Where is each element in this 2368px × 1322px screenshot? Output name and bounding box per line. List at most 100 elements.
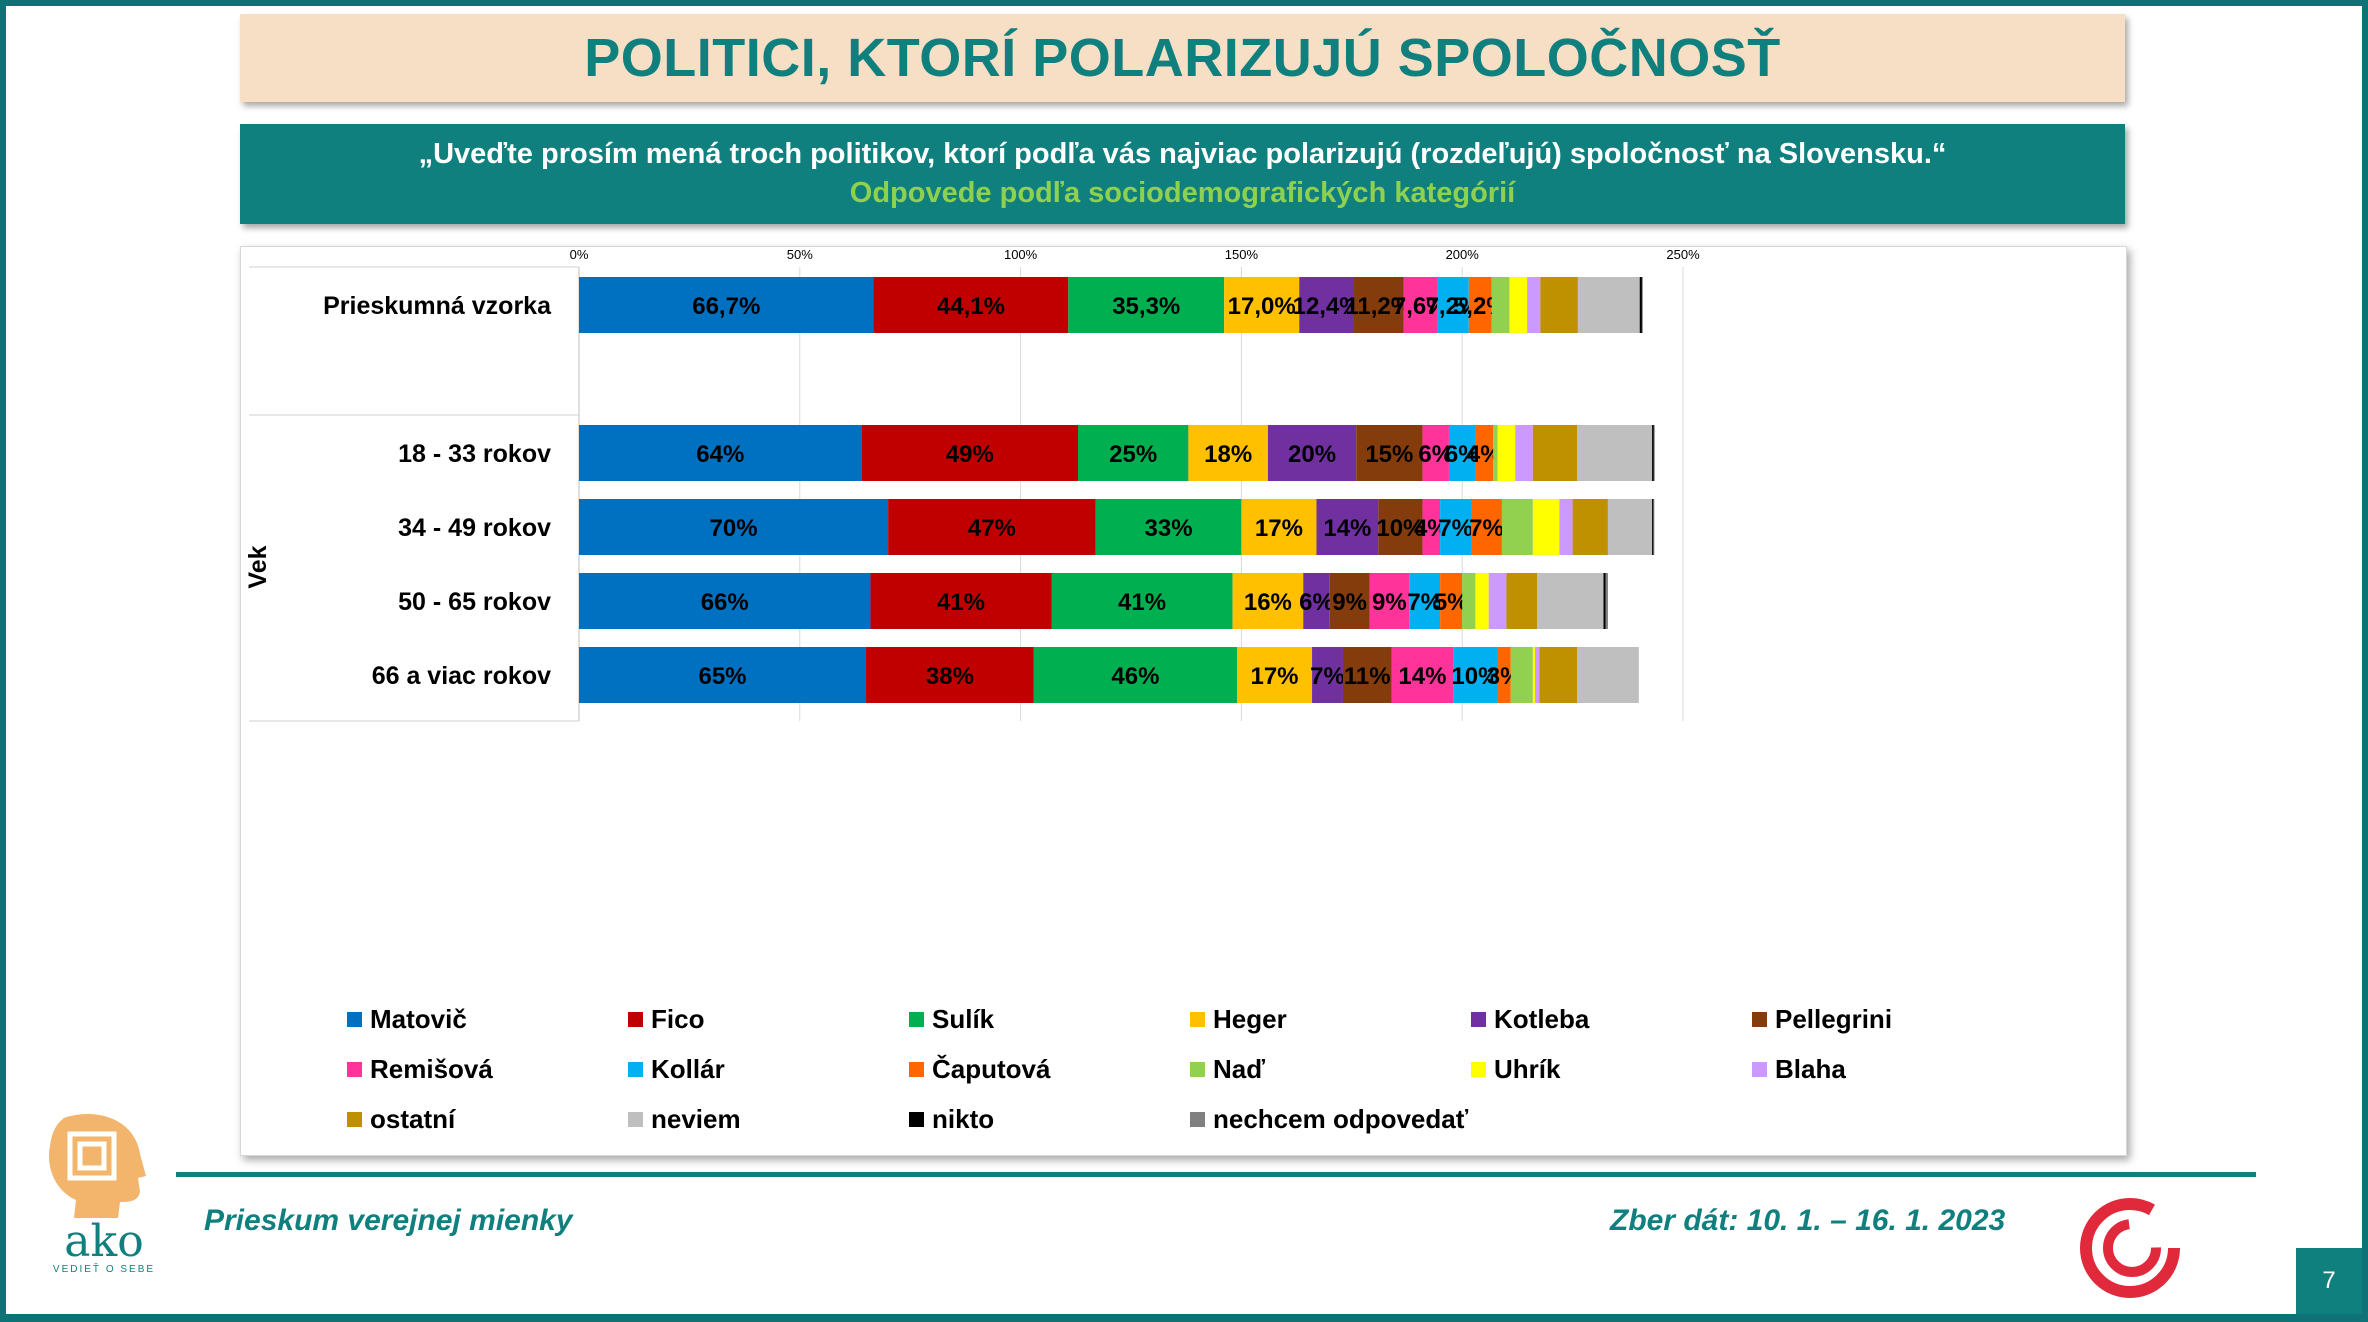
legend-swatch — [1471, 1061, 1486, 1077]
bar-segment — [1653, 499, 1655, 555]
bar-segment — [1068, 277, 1225, 333]
bar-segment — [1577, 277, 1640, 333]
legend-label: Kotleba — [1494, 1003, 1590, 1034]
data-label: 47% — [968, 515, 1016, 542]
bar-segment — [1497, 647, 1511, 703]
slide-frame-left — [0, 0, 6, 1322]
data-label: 10% — [1376, 515, 1424, 542]
data-label: 6% — [1418, 441, 1453, 468]
bar-segment — [1303, 573, 1330, 629]
bar-segment — [1535, 647, 1540, 703]
legend-swatch — [347, 1061, 362, 1077]
bar-segment — [1603, 573, 1606, 629]
data-label: 7% — [1438, 515, 1473, 542]
data-label: 17,0% — [1228, 293, 1296, 320]
data-label: 25% — [1109, 441, 1157, 468]
legend-swatch — [909, 1061, 924, 1077]
legend-label: Sulík — [932, 1003, 995, 1034]
legend-label: Čaputová — [932, 1053, 1051, 1084]
bar-segment — [1078, 425, 1189, 481]
data-label: 41% — [937, 589, 985, 616]
legend-swatch — [1190, 1111, 1205, 1127]
data-label: 41% — [1118, 589, 1166, 616]
legend-label: nikto — [932, 1103, 995, 1134]
head-profile-icon: ako — [49, 1114, 146, 1267]
slide-frame-top — [0, 0, 2368, 6]
legend-item: Matovič — [347, 999, 467, 1039]
bar-segment — [888, 499, 1096, 555]
data-label: 16% — [1244, 589, 1292, 616]
legend-item: Uhrík — [1471, 1049, 1560, 1089]
data-label: 6% — [1445, 441, 1480, 468]
bar-segment — [1356, 425, 1423, 481]
data-label: 14% — [1323, 515, 1371, 542]
data-label: 11,2% — [1345, 293, 1412, 320]
page-number: 7 — [2296, 1248, 2362, 1314]
bar-segment — [1509, 277, 1528, 333]
question-banner: „Uveďte prosím mená troch politikov, kto… — [240, 124, 2125, 224]
data-label: 18% — [1204, 441, 1252, 468]
legend-item: Sulík — [909, 999, 994, 1039]
legend-label: Uhrík — [1494, 1053, 1561, 1084]
bar-segment — [1354, 277, 1404, 333]
bar-segment — [1501, 499, 1533, 555]
category-label: 50 - 65 rokov — [398, 588, 551, 616]
bar-segment — [1299, 277, 1355, 333]
legend-item: Remišová — [347, 1049, 493, 1089]
data-label: 14% — [1398, 663, 1446, 690]
bar-segment — [1515, 425, 1533, 481]
legend-item: Naď — [1190, 1049, 1265, 1089]
bar-segment — [1641, 277, 1643, 333]
bar-segment — [1653, 425, 1655, 481]
bar-segment — [1462, 573, 1476, 629]
bar-segment — [1572, 499, 1608, 555]
legend-swatch — [1190, 1061, 1205, 1077]
bar-segment — [1369, 573, 1410, 629]
legend-item: Kollár — [628, 1049, 725, 1089]
survey-subtitle: Odpovede podľa sociodemografických kateg… — [849, 177, 1516, 209]
bar-segment — [579, 647, 867, 703]
data-label: 7% — [1310, 663, 1345, 690]
data-label: 10% — [1451, 663, 1499, 690]
bar-segment — [1539, 647, 1578, 703]
bar-segment — [1652, 499, 1654, 555]
legend-swatch — [909, 1111, 924, 1127]
bar-segment — [1493, 425, 1498, 481]
bar-segment — [1510, 647, 1533, 703]
data-label: 49% — [946, 441, 994, 468]
data-label: 6% — [1299, 589, 1334, 616]
bar-segment — [1475, 573, 1489, 629]
bar-segment — [1051, 573, 1233, 629]
bar-segment — [1453, 647, 1498, 703]
legend-swatch — [1190, 1011, 1205, 1027]
legend-item: nikto — [909, 1099, 994, 1139]
legend-swatch — [628, 1011, 643, 1027]
legend-item: Kotleba — [1471, 999, 1589, 1039]
data-label: 7% — [1469, 515, 1504, 542]
x-tick-label: 250% — [1666, 247, 1700, 262]
legend-item: neviem — [628, 1099, 741, 1139]
bar-segment — [861, 425, 1079, 481]
data-label: 7% — [1407, 589, 1442, 616]
bar-segment — [1440, 573, 1463, 629]
legend-swatch — [628, 1111, 643, 1127]
legend-swatch — [1752, 1011, 1767, 1027]
legend-item: Heger — [1190, 999, 1287, 1039]
bar-segment — [1488, 573, 1507, 629]
bar-segment — [1605, 573, 1608, 629]
x-tick-label: 150% — [1225, 247, 1259, 262]
logo-wordmark: ako — [64, 1216, 143, 1266]
data-label: 44,1% — [937, 293, 1005, 320]
bar-segment — [1391, 647, 1454, 703]
bar-segment — [1532, 647, 1536, 703]
bar-segment — [1506, 573, 1538, 629]
data-label: 9% — [1372, 589, 1407, 616]
bar-segment — [1440, 499, 1472, 555]
data-label: 20% — [1288, 441, 1336, 468]
slide-title: POLITICI, KTORÍ POLARIZUJÚ SPOLOČNOSŤ — [584, 28, 1781, 88]
bar-segment — [1342, 647, 1392, 703]
chart-panel: 0% 50% 100% 150% 200% 250% Prieskumná vzorka 18… — [240, 246, 2127, 1156]
legend-swatch — [909, 1011, 924, 1027]
x-tick-label: 200% — [1446, 247, 1480, 262]
data-label: 12,4% — [1293, 293, 1361, 320]
